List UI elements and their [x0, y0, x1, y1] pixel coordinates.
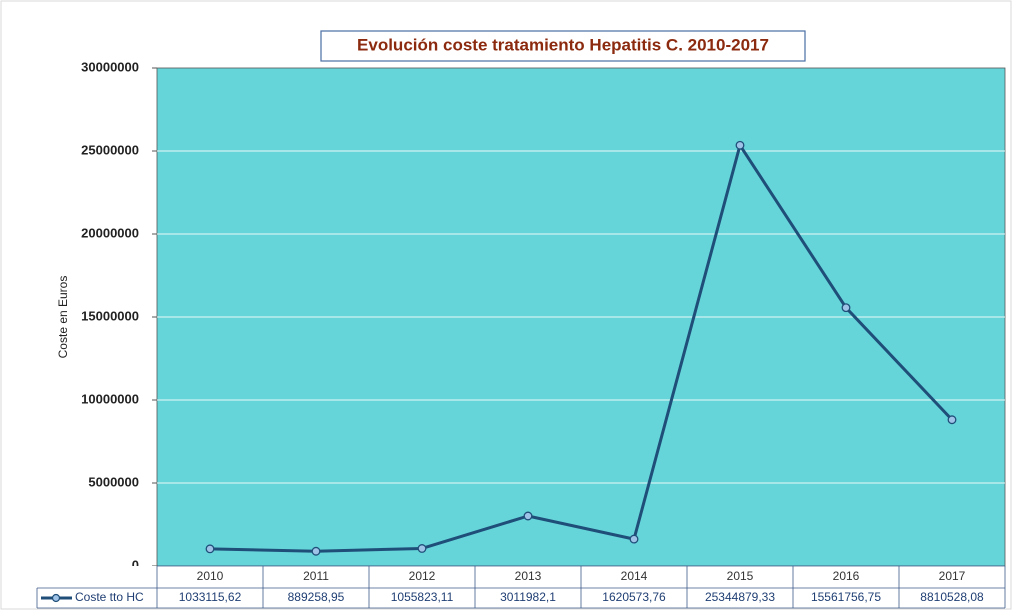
y-tick-label: 15000000 — [81, 308, 139, 323]
x-tick-label: 2011 — [303, 569, 329, 583]
x-tick-label: 2010 — [197, 569, 224, 583]
legend-label: Coste tto HC — [75, 590, 144, 604]
y-tick-label: 5000000 — [88, 474, 139, 489]
data-point — [417, 544, 427, 553]
series-line — [209, 143, 954, 553]
x-tick-label: 2016 — [833, 569, 860, 583]
data-point — [947, 415, 957, 425]
chart-title: Evolución coste tratamiento Hepatitis C.… — [357, 35, 769, 54]
y-tick-label: 0 — [132, 557, 139, 572]
data-point — [841, 303, 851, 313]
table-value: 3011982,1 — [500, 590, 556, 604]
data-point — [311, 546, 321, 556]
x-tick-label: 2017 — [939, 569, 966, 583]
table-value: 1620573,76 — [602, 590, 666, 604]
table-value: 1033115,62 — [179, 590, 242, 604]
x-tick-label: 2015 — [727, 569, 754, 583]
data-point — [629, 534, 639, 544]
y-tick-label: 20000000 — [81, 225, 139, 240]
data-point — [735, 140, 745, 150]
x-tick-label: 2014 — [621, 569, 648, 583]
x-tick-label: 2013 — [515, 569, 542, 583]
x-tick-label: 2012 — [409, 569, 436, 583]
data-point — [205, 544, 215, 554]
data-table — [37, 566, 1005, 608]
legend-marker — [51, 593, 61, 603]
table-value: 889258,95 — [288, 590, 345, 604]
title-box — [320, 30, 806, 62]
data-point — [523, 511, 533, 521]
table-value: 15561756,75 — [811, 590, 881, 604]
table-value: 8810528,08 — [920, 590, 984, 604]
y-tick-label: 10000000 — [81, 391, 139, 406]
y-axis-label: Coste en Euros — [56, 276, 70, 359]
y-tick-label: 30000000 — [81, 59, 139, 74]
table-value: 1055823,11 — [391, 590, 454, 604]
y-tick-label: 25000000 — [81, 142, 139, 157]
table-value: 25344879,33 — [705, 590, 775, 604]
